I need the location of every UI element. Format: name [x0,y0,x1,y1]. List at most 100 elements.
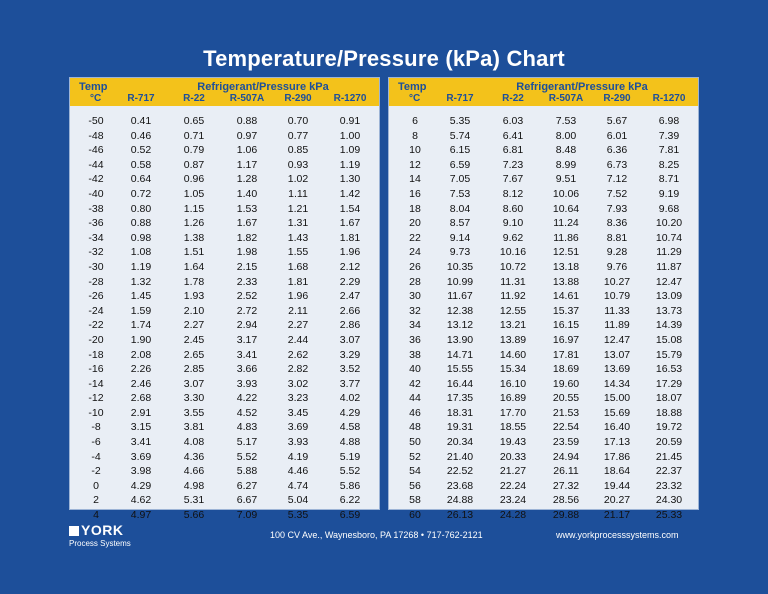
pressure-cell: 3.93 [236,377,258,390]
temp-cell: 54 [409,465,421,478]
york-mark-icon [69,526,79,536]
pressure-cell: 2.08 [130,348,152,361]
pressure-cell: 15.79 [655,348,683,361]
pressure-cell: 2.82 [287,363,309,376]
pressure-cell: 4.29 [339,406,361,419]
pressure-cell: 22.24 [499,479,527,492]
table-row: -14 2.46 3.07 3.93 3.02 3.77 [70,377,379,392]
temp-cell: -30 [88,260,104,273]
temp-cell: -26 [88,290,104,303]
pressure-cell: 13.07 [603,348,631,361]
col-header-r22: R-22 [502,93,524,104]
temp-cell: -46 [88,144,104,157]
pressure-cell: 1.31 [287,217,309,230]
pressure-cell: 1.05 [183,187,205,200]
pressure-cell: 5.52 [236,450,258,463]
pressure-cell: 23.68 [446,479,474,492]
pressure-cell: 13.89 [499,333,527,346]
pressure-cell: 2.27 [287,319,309,332]
temp-cell: 10 [409,144,421,157]
york-logo: YORK Process Systems [69,522,131,548]
pressure-cell: 9.76 [606,260,628,273]
pressure-cell: 2.10 [183,304,205,317]
pressure-cell: 2.46 [130,377,152,390]
pressure-cell: 17.29 [655,377,683,390]
temp-cell: -14 [88,377,104,390]
pressure-cell: 10.99 [446,275,474,288]
table-row: 34 13.12 13.21 16.15 11.89 14.39 [389,318,698,333]
pressure-cell: 14.71 [446,348,474,361]
table-row: -34 0.98 1.38 1.82 1.43 1.81 [70,231,379,246]
pressure-cell: 7.53 [449,187,471,200]
pressure-cell: 14.34 [603,377,631,390]
table-body: -50 0.41 0.65 0.88 0.70 0.91 -48 0.46 0.71 0.97 0.… [70,114,379,523]
temp-cell: 0 [93,479,99,492]
pressure-cell: 2.52 [236,290,258,303]
temp-cell: 20 [409,217,421,230]
pressure-cell: 7.93 [606,202,628,215]
pressure-cell: 10.74 [655,231,683,244]
pressure-cell: 0.87 [183,158,205,171]
pressure-cell: 11.87 [656,260,682,273]
pressure-cell: 6.59 [449,158,471,171]
pressure-cell: 0.70 [287,115,309,127]
temp-cell: 2 [93,494,99,507]
temp-cell: 48 [409,421,421,434]
pressure-cell: 4.22 [236,392,258,405]
table-row: -36 0.88 1.26 1.67 1.31 1.67 [70,216,379,231]
temp-cell: 52 [409,450,421,463]
pressure-cell: 16.40 [603,421,631,434]
temp-cell: 38 [409,348,421,361]
table-row: 28 10.99 11.31 13.88 10.27 12.47 [389,275,698,290]
temp-cell: -38 [88,202,104,215]
pressure-cell: 0.71 [183,129,205,142]
table-row: 16 7.53 8.12 10.06 7.52 9.19 [389,187,698,202]
col-header-r1270: R-1270 [652,93,686,104]
pressure-cell: 0.88 [236,115,258,127]
pressure-cell: 8.04 [449,202,471,215]
temp-cell: -18 [88,348,104,361]
col-header-r290: R-290 [284,93,312,104]
pressure-cell: 17.35 [446,392,474,405]
pressure-cell: 0.72 [130,187,152,200]
pressure-cell: 0.98 [130,231,152,244]
pressure-cell: 0.79 [183,144,205,157]
temp-cell: 32 [409,304,421,317]
pressure-cell: 24.88 [446,494,474,507]
temp-header: Temp [79,81,108,93]
temp-cell: 14 [409,173,421,186]
table-row: 18 8.04 8.60 10.64 7.93 9.68 [389,202,698,217]
pressure-cell: 19.44 [603,479,631,492]
pressure-cell: 3.17 [236,333,258,346]
pressure-cell: 21.53 [552,406,580,419]
pressure-cell: 19.72 [655,421,683,434]
pressure-cell: 2.33 [236,275,258,288]
pressure-cell: 24.28 [499,509,527,522]
pressure-cell: 2.86 [339,319,361,332]
pressure-cell: 12.47 [655,275,683,288]
pressure-cell: 2.45 [183,333,205,346]
table-row: 30 11.67 11.92 14.61 10.79 13.09 [389,289,698,304]
table-row: 42 16.44 16.10 19.60 14.34 17.29 [389,377,698,392]
pressure-cell: 2.94 [236,319,258,332]
table-row: -20 1.90 2.45 3.17 2.44 3.07 [70,333,379,348]
pressure-cell: 1.09 [339,144,361,157]
pressure-cell: 18.69 [552,363,580,376]
pressure-cell: 11.31 [500,275,526,288]
temp-cell: 12 [409,158,421,171]
pressure-cell: 5.19 [339,450,361,463]
pressure-cell: 4.88 [339,436,361,449]
col-header-r1270: R-1270 [333,93,367,104]
pressure-cell: 13.73 [655,304,683,317]
table-row: 40 15.55 15.34 18.69 13.69 16.53 [389,362,698,377]
pressure-cell: 18.55 [499,421,527,434]
table-row: -26 1.45 1.93 2.52 1.96 2.47 [70,289,379,304]
temp-cell: -28 [88,275,104,288]
table-row: 54 22.52 21.27 26.11 18.64 22.37 [389,464,698,479]
pressure-cell: 1.19 [339,158,361,171]
temp-cell: -36 [88,217,104,230]
pressure-cell: 1.98 [236,246,258,259]
pressure-cell: 6.01 [606,129,628,142]
pressure-cell: 8.12 [502,187,524,200]
pressure-cell: 10.72 [499,260,527,273]
